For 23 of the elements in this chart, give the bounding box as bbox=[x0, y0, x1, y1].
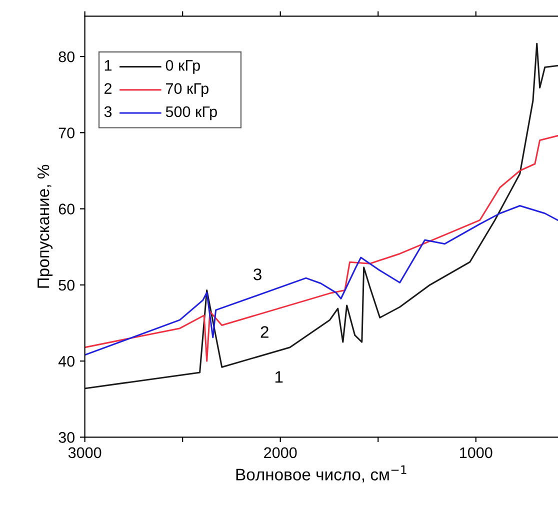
annotation: 3 bbox=[254, 268, 262, 280]
y-tick-label: 30 bbox=[58, 432, 74, 443]
legend-label: 500 кГр bbox=[166, 106, 217, 120]
text: 1 bbox=[104, 60, 112, 71]
y-tick-label: 80 bbox=[58, 51, 74, 62]
x-tick-label: 2000 bbox=[264, 447, 297, 458]
x-axis-title: Волновое число, см$^{−1}$ bbox=[236, 465, 406, 482]
x-tick-label: 3000 bbox=[68, 447, 102, 458]
y-tick-label: 50 bbox=[58, 280, 74, 291]
text: 2 bbox=[104, 83, 112, 94]
annotation: 1 bbox=[275, 371, 283, 383]
legend-label: 0 кГр bbox=[166, 60, 200, 74]
x-tick-label: 1000 bbox=[460, 447, 492, 458]
y-axis-title: Пропускание, % bbox=[38, 164, 53, 288]
y-tick-label: 40 bbox=[58, 356, 74, 367]
line-series bbox=[84, 204, 558, 356]
annotation: 2 bbox=[260, 326, 268, 338]
y-tick-label: 60 bbox=[58, 204, 74, 214]
line-series bbox=[84, 42, 558, 390]
legend-label: 70 кГр bbox=[166, 83, 208, 97]
text: 3 bbox=[104, 106, 112, 118]
y-tick-label: 70 bbox=[58, 128, 74, 138]
line-series bbox=[84, 134, 558, 362]
